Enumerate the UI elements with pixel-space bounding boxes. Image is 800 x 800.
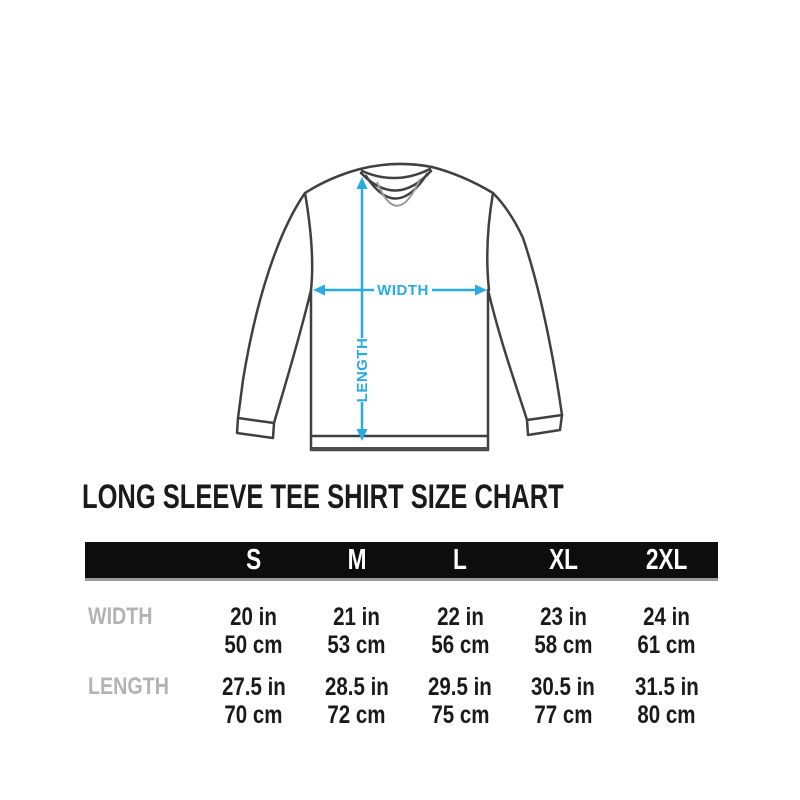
size-value-text: 56 cm (430, 631, 490, 659)
size-column-header: S (202, 542, 305, 578)
size-value-cm: 72 cm (305, 701, 408, 729)
collar-shadow-arc (376, 178, 421, 207)
size-value-text: 21 in (333, 603, 381, 631)
size-column-header: XL (512, 542, 615, 578)
size-value-text: 61 cm (637, 631, 696, 659)
width-arrow-label: WIDTH (377, 282, 429, 299)
size-cell: 23 in 58 cm (512, 603, 615, 659)
size-cell: 30.5 in 77 cm (512, 673, 615, 729)
size-table-row: WIDTH 20 in 50 cm 21 in 53 cm 22 in 56 cm 23 in… (85, 603, 718, 659)
size-value-text: 31.5 in (634, 673, 699, 701)
size-column-label: S (246, 544, 262, 576)
size-value-text: 75 cm (430, 701, 490, 729)
size-value-text: 80 cm (637, 701, 696, 729)
size-column-label: L (453, 544, 467, 576)
size-table-row: LENGTH 27.5 in 70 cm 28.5 in 72 cm 29.5 in 75 … (85, 673, 718, 729)
size-value-inches: 29.5 in (408, 673, 511, 701)
size-value-text: 77 cm (534, 701, 593, 729)
size-value-text: 53 cm (327, 631, 386, 659)
size-value-cm: 61 cm (615, 631, 718, 659)
size-value-text: 29.5 in (428, 673, 492, 701)
collar-front-inner-arc (364, 172, 429, 200)
size-value-cm: 77 cm (512, 701, 615, 729)
row-label: LENGTH (85, 673, 202, 729)
size-column-label: 2XL (645, 544, 688, 576)
size-table-header: S M L XL 2XL (85, 542, 718, 581)
size-value-cm: 75 cm (408, 701, 511, 729)
size-value-text: 24 in (643, 603, 690, 631)
size-value-cm: 50 cm (202, 631, 305, 659)
size-cell: 28.5 in 72 cm (305, 673, 408, 729)
row-label-text: WIDTH (88, 603, 153, 630)
size-cell: 20 in 50 cm (202, 603, 305, 659)
arrowheads (313, 177, 487, 441)
size-column-label: XL (548, 544, 578, 576)
row-label-text: LENGTH (88, 673, 169, 700)
size-value-inches: 24 in (615, 603, 718, 631)
size-table: S M L XL 2XL WIDTH 20 in 50 cm 21 in 53 cm 22 in 5… (85, 542, 718, 743)
armhole-seam-right (486, 191, 495, 292)
size-value-inches: 31.5 in (615, 673, 718, 701)
size-cell: 21 in 53 cm (305, 603, 408, 659)
size-value-inches: 20 in (202, 603, 305, 631)
size-cell: 27.5 in 70 cm (202, 673, 305, 729)
cuff-seam-left (236, 416, 276, 425)
size-value-text: 50 cm (224, 631, 283, 659)
collar-back-inner-arc (360, 167, 432, 180)
size-value-inches: 28.5 in (305, 673, 408, 701)
size-cell: 29.5 in 75 cm (408, 673, 511, 729)
size-value-cm: 80 cm (615, 701, 718, 729)
size-value-cm: 53 cm (305, 631, 408, 659)
size-value-text: 58 cm (534, 631, 593, 659)
size-column-label: M (347, 544, 367, 576)
size-value-text: 20 in (230, 603, 277, 631)
size-value-inches: 23 in (512, 603, 615, 631)
size-column-header: M (305, 542, 408, 578)
size-value-cm: 56 cm (408, 631, 511, 659)
size-cell: 22 in 56 cm (408, 603, 511, 659)
page-title: LONG SLEEVE TEE SHIRT SIZE CHART (82, 478, 724, 517)
length-arrow-label: LENGTH (354, 338, 371, 403)
size-cell: 24 in 61 cm (615, 603, 718, 659)
size-value-inches: 22 in (408, 603, 511, 631)
size-value-inches: 30.5 in (512, 673, 615, 701)
size-value-text: 30.5 in (531, 673, 596, 701)
page-title-text: LONG SLEEVE TEE SHIRT SIZE CHART (82, 478, 564, 516)
size-column-header: L (408, 542, 511, 578)
size-value-text: 27.5 in (221, 673, 286, 701)
size-value-inches: 21 in (305, 603, 408, 631)
size-value-text: 28.5 in (324, 673, 389, 701)
size-value-text: 23 in (539, 603, 587, 631)
size-value-inches: 27.5 in (202, 673, 305, 701)
size-cell: 31.5 in 80 cm (615, 673, 718, 729)
size-table-body: WIDTH 20 in 50 cm 21 in 53 cm 22 in 56 cm 23 in… (85, 581, 718, 729)
cuff-seam-right (525, 413, 564, 422)
armhole-seam-left (303, 191, 314, 292)
size-value-text: 22 in (436, 603, 484, 631)
size-column-header: 2XL (615, 542, 718, 578)
size-value-cm: 58 cm (512, 631, 615, 659)
shirt-silhouette (235, 162, 564, 452)
size-value-cm: 70 cm (202, 701, 305, 729)
size-value-text: 72 cm (327, 701, 386, 729)
size-value-text: 70 cm (224, 701, 283, 729)
shirt-diagram: WIDTH LENGTH (235, 162, 564, 452)
row-label: WIDTH (85, 603, 202, 659)
